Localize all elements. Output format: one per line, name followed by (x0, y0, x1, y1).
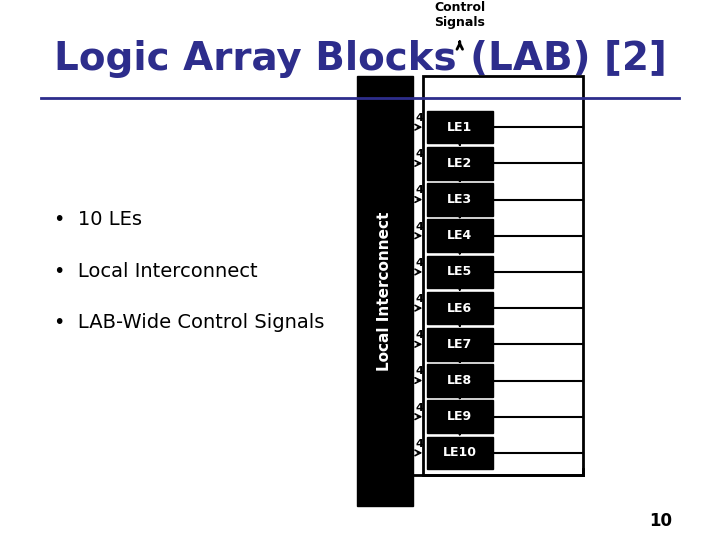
Text: LE7: LE7 (447, 338, 472, 351)
Text: •  10 LEs: • 10 LEs (54, 210, 142, 229)
Text: Control
Signals: Control Signals (434, 1, 485, 29)
Bar (426, 364, 493, 397)
Text: LE9: LE9 (447, 410, 472, 423)
Text: 4: 4 (416, 149, 424, 159)
Text: LE1: LE1 (447, 120, 472, 134)
Bar (426, 437, 493, 469)
Text: LE8: LE8 (447, 374, 472, 387)
Bar (426, 183, 493, 216)
Text: Local Interconnect: Local Interconnect (377, 211, 392, 371)
Text: •  LAB-Wide Control Signals: • LAB-Wide Control Signals (54, 313, 325, 332)
Text: LE6: LE6 (447, 302, 472, 315)
Text: 4: 4 (416, 294, 424, 304)
Text: 4: 4 (416, 113, 424, 123)
Bar (426, 328, 493, 361)
Bar (426, 292, 493, 325)
Text: 4: 4 (416, 366, 424, 376)
Bar (426, 219, 493, 252)
Text: LE5: LE5 (447, 266, 472, 279)
Bar (356, 76, 413, 507)
Bar (426, 255, 493, 288)
Text: Logic Array Blocks (LAB) [2]: Logic Array Blocks (LAB) [2] (53, 40, 667, 78)
Bar (423, 76, 582, 475)
Text: LE4: LE4 (447, 230, 472, 242)
Bar (426, 111, 493, 144)
Text: LE10: LE10 (443, 447, 477, 460)
Text: 4: 4 (416, 258, 424, 268)
Text: 4: 4 (416, 439, 424, 449)
Bar (426, 147, 493, 180)
Text: 4: 4 (416, 330, 424, 340)
Bar (426, 401, 493, 433)
Text: 4: 4 (416, 185, 424, 195)
Text: •  Local Interconnect: • Local Interconnect (54, 262, 258, 281)
Text: 4: 4 (416, 221, 424, 232)
Text: LE2: LE2 (447, 157, 472, 170)
Text: LE3: LE3 (447, 193, 472, 206)
Text: 4: 4 (416, 403, 424, 413)
Text: 10: 10 (649, 512, 672, 530)
